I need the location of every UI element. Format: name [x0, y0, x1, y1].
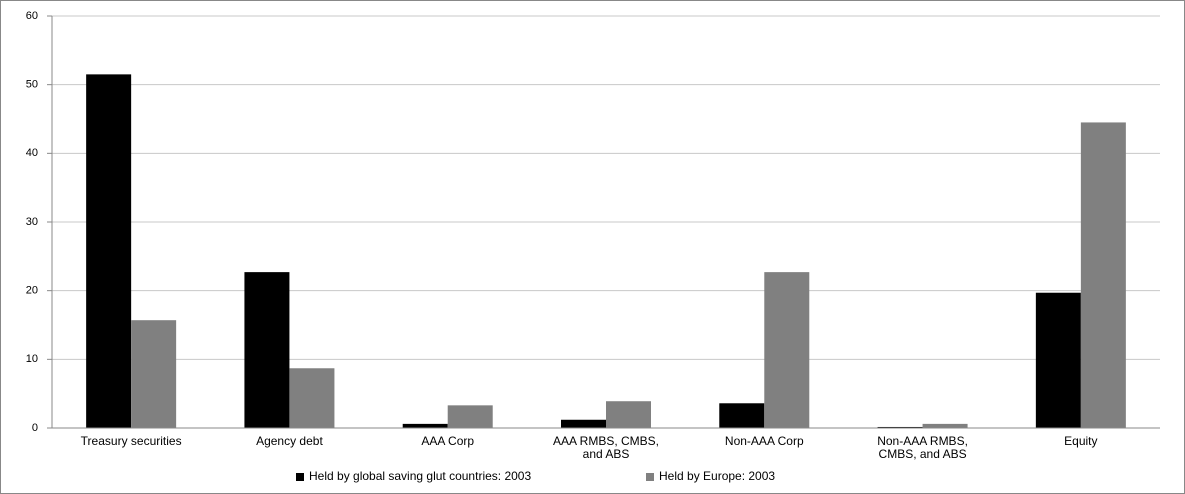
y-tick-label: 40 — [26, 147, 38, 159]
bar — [86, 74, 132, 428]
x-tick-label: AAA RMBS, CMBS, and ABS — [552, 434, 660, 461]
x-tick-label: Non-AAA RMBS, CMBS, and ABS — [877, 434, 968, 461]
bar — [402, 423, 448, 428]
bar — [131, 320, 177, 428]
legend-swatch — [646, 473, 654, 481]
bar — [244, 272, 290, 428]
x-tick-label: Agency debt — [256, 434, 323, 448]
x-tick-label: Non-AAA Corp — [724, 434, 804, 448]
y-tick-label: 50 — [26, 79, 38, 91]
bar — [289, 368, 335, 428]
bar — [1035, 292, 1081, 428]
x-tick-label: Treasury securities — [80, 434, 182, 448]
legend-swatch — [296, 473, 304, 481]
y-tick-label: 60 — [26, 10, 38, 22]
bar — [447, 405, 493, 428]
bar — [719, 403, 765, 428]
bar — [606, 401, 651, 428]
bar — [561, 419, 606, 428]
x-tick-label: Equity — [1064, 434, 1098, 448]
x-tick-label: AAA Corp — [421, 434, 475, 448]
bar — [922, 423, 968, 428]
y-tick-label: 10 — [26, 353, 38, 365]
y-tick-label: 0 — [32, 422, 38, 434]
y-tick-label: 30 — [26, 216, 38, 228]
bar — [1080, 122, 1126, 428]
legend-label: Held by Europe: 2003 — [659, 469, 775, 483]
legend-label: Held by global saving glut countries: 20… — [309, 469, 531, 483]
y-tick-label: 20 — [26, 285, 38, 297]
bar — [764, 272, 810, 428]
bar — [877, 426, 923, 428]
